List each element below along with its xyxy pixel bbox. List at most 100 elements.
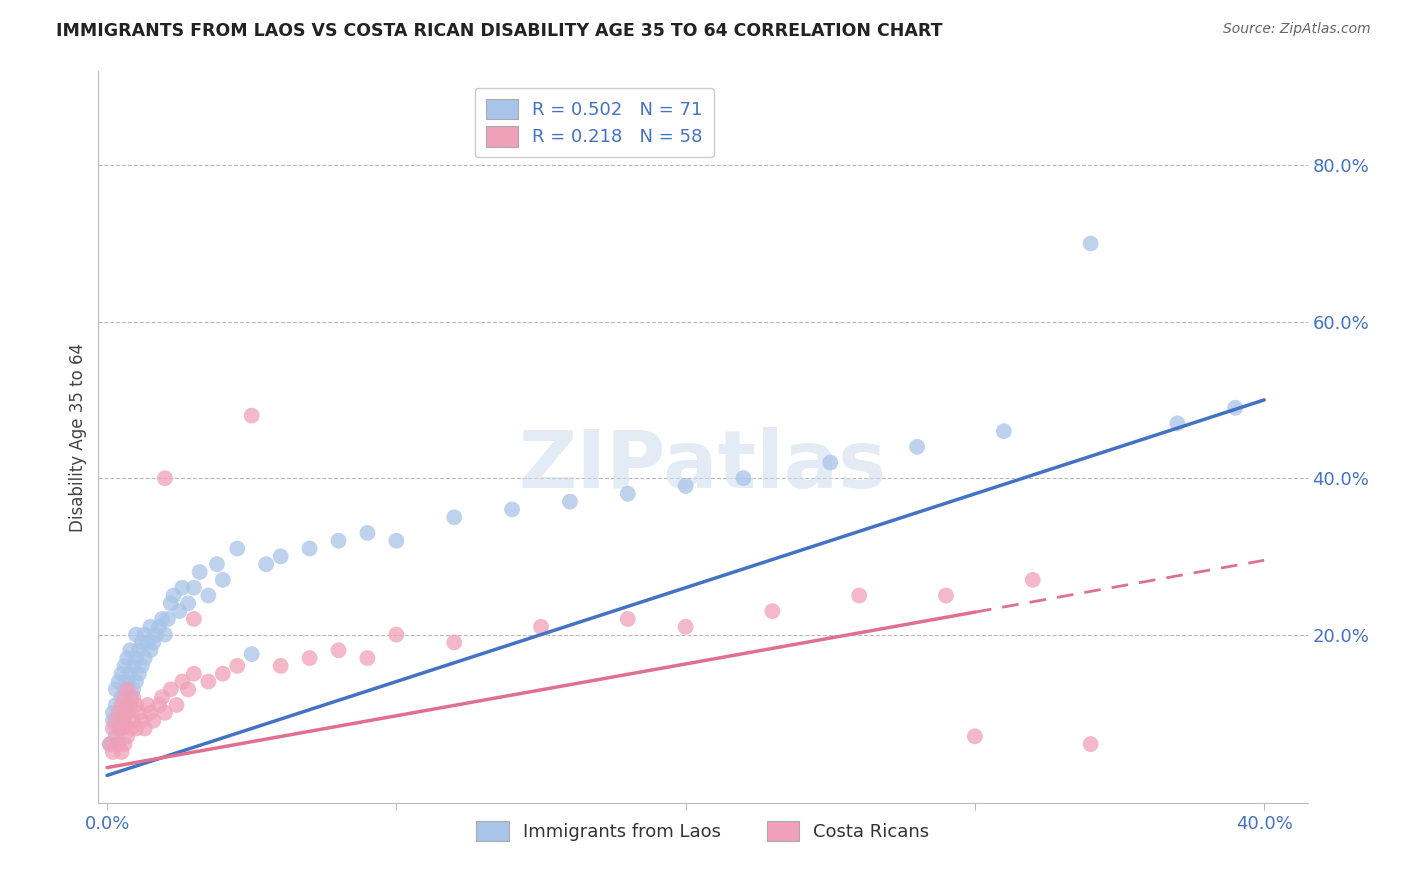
Point [131, 635, 153, 649]
Point [110, 722, 132, 736]
Point [114, 737, 136, 751]
Point [162, 589, 184, 603]
Point [150, 690, 173, 705]
Point [110, 714, 132, 728]
Point [139, 706, 162, 720]
Point [183, 666, 205, 681]
Point [177, 596, 200, 610]
Point [298, 651, 321, 665]
Point [356, 651, 378, 665]
Point [128, 706, 150, 720]
Point [101, 714, 124, 728]
Point [114, 682, 136, 697]
Legend: Immigrants from Laos, Costa Ricans: Immigrants from Laos, Costa Ricans [470, 814, 936, 848]
Point [134, 627, 156, 641]
Point [211, 573, 233, 587]
Point [114, 714, 136, 728]
Point [530, 620, 553, 634]
Point [617, 612, 640, 626]
Point [254, 558, 277, 572]
Point [226, 659, 249, 673]
Point [128, 643, 150, 657]
Point [110, 666, 132, 681]
Point [153, 471, 176, 485]
Point [122, 690, 145, 705]
Point [963, 729, 986, 743]
Point [142, 635, 165, 649]
Point [117, 651, 139, 665]
Point [136, 698, 159, 712]
Point [122, 659, 145, 673]
Point [501, 502, 523, 516]
Point [443, 635, 465, 649]
Point [1225, 401, 1247, 415]
Point [240, 409, 263, 423]
Point [120, 643, 142, 657]
Point [134, 651, 156, 665]
Point [177, 682, 200, 697]
Point [205, 558, 228, 572]
Point [1166, 417, 1188, 431]
Point [240, 647, 263, 661]
Text: ZIPatlas: ZIPatlas [519, 427, 887, 506]
Point [107, 722, 129, 736]
Point [328, 643, 350, 657]
Point [356, 525, 378, 540]
Point [98, 737, 121, 751]
Point [188, 565, 211, 579]
Point [197, 674, 219, 689]
Point [125, 722, 148, 736]
Point [104, 698, 127, 712]
Point [101, 722, 124, 736]
Point [935, 589, 957, 603]
Point [905, 440, 928, 454]
Point [107, 722, 129, 736]
Point [104, 682, 127, 697]
Point [153, 627, 176, 641]
Point [820, 456, 842, 470]
Point [226, 541, 249, 556]
Point [150, 612, 173, 626]
Point [120, 722, 142, 736]
Point [125, 651, 148, 665]
Point [211, 666, 233, 681]
Point [1080, 236, 1102, 251]
Point [675, 620, 697, 634]
Point [117, 729, 139, 743]
Point [117, 674, 139, 689]
Point [104, 729, 127, 743]
Point [101, 706, 124, 720]
Point [270, 549, 292, 564]
Point [125, 674, 148, 689]
Point [145, 627, 167, 641]
Point [117, 706, 139, 720]
Point [328, 533, 350, 548]
Point [107, 674, 129, 689]
Point [110, 690, 132, 705]
Point [107, 737, 129, 751]
Point [139, 620, 162, 634]
Point [169, 604, 191, 618]
Point [385, 533, 408, 548]
Point [1080, 737, 1102, 751]
Point [117, 698, 139, 712]
Point [172, 581, 194, 595]
Point [107, 706, 129, 720]
Point [385, 627, 408, 641]
Point [142, 714, 165, 728]
Point [107, 706, 129, 720]
Point [134, 722, 156, 736]
Point [443, 510, 465, 524]
Point [993, 424, 1015, 438]
Point [114, 706, 136, 720]
Point [122, 714, 145, 728]
Point [558, 494, 581, 508]
Point [197, 589, 219, 603]
Point [114, 659, 136, 673]
Point [1022, 573, 1045, 587]
Point [617, 487, 640, 501]
Point [122, 682, 145, 697]
Point [270, 659, 292, 673]
Point [159, 682, 181, 697]
Point [733, 471, 755, 485]
